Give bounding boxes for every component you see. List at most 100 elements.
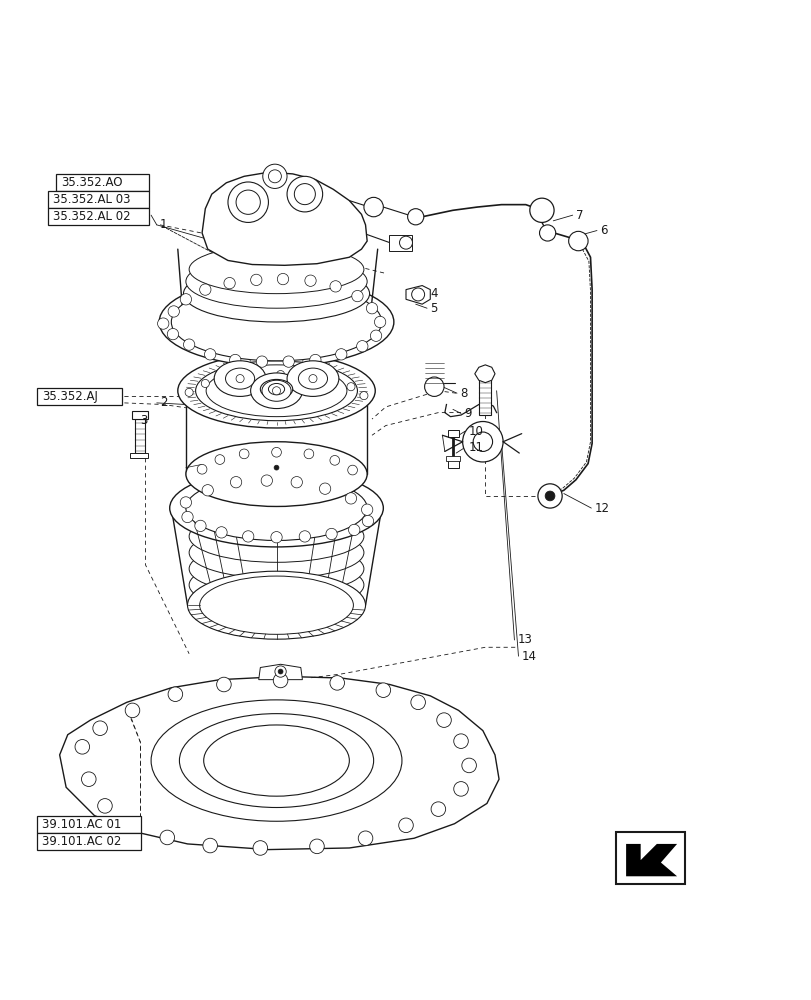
Text: 4: 4: [430, 287, 437, 300]
Circle shape: [197, 464, 207, 474]
Circle shape: [309, 839, 324, 854]
Circle shape: [348, 524, 359, 536]
Circle shape: [347, 465, 357, 475]
Circle shape: [157, 318, 169, 329]
Circle shape: [436, 713, 451, 727]
Circle shape: [473, 432, 492, 451]
Bar: [448, 430, 458, 437]
Ellipse shape: [186, 442, 367, 506]
Circle shape: [277, 371, 285, 379]
Circle shape: [544, 491, 554, 501]
Ellipse shape: [204, 725, 349, 796]
Circle shape: [329, 455, 339, 465]
Circle shape: [180, 497, 191, 508]
Text: 35.352.AL 03: 35.352.AL 03: [53, 193, 131, 206]
Circle shape: [168, 687, 182, 701]
Text: 7: 7: [575, 209, 583, 222]
Text: 35.352.AJ: 35.352.AJ: [42, 390, 97, 403]
Circle shape: [201, 379, 209, 388]
Circle shape: [283, 356, 294, 367]
Circle shape: [167, 328, 178, 340]
Circle shape: [272, 387, 281, 395]
Polygon shape: [202, 172, 367, 265]
Circle shape: [256, 356, 268, 367]
Ellipse shape: [186, 357, 367, 425]
Circle shape: [185, 388, 193, 396]
Polygon shape: [406, 286, 430, 304]
Circle shape: [431, 802, 445, 816]
Circle shape: [239, 449, 249, 459]
Text: 6: 6: [599, 224, 607, 237]
Circle shape: [453, 734, 468, 748]
Circle shape: [363, 197, 383, 217]
Circle shape: [329, 676, 344, 690]
Circle shape: [202, 485, 213, 496]
Circle shape: [362, 515, 373, 527]
Circle shape: [327, 375, 335, 383]
Circle shape: [278, 669, 283, 674]
Ellipse shape: [189, 245, 363, 294]
Circle shape: [236, 375, 244, 383]
Circle shape: [180, 294, 191, 305]
Circle shape: [319, 483, 330, 494]
Circle shape: [294, 184, 315, 205]
Circle shape: [160, 830, 174, 845]
Ellipse shape: [206, 365, 346, 417]
Ellipse shape: [186, 476, 367, 540]
Circle shape: [539, 225, 555, 241]
Circle shape: [290, 477, 302, 488]
Circle shape: [345, 493, 356, 504]
Circle shape: [271, 532, 282, 543]
Circle shape: [263, 164, 287, 188]
Text: 12: 12: [594, 502, 609, 515]
Text: 5: 5: [430, 302, 437, 315]
Circle shape: [168, 306, 179, 317]
Circle shape: [375, 683, 390, 697]
Polygon shape: [59, 676, 499, 850]
Circle shape: [453, 782, 468, 796]
Circle shape: [356, 341, 367, 352]
Ellipse shape: [225, 368, 255, 389]
Ellipse shape: [287, 361, 338, 396]
Circle shape: [273, 673, 287, 688]
Circle shape: [222, 374, 230, 382]
Circle shape: [268, 170, 281, 183]
Text: 8: 8: [460, 387, 467, 400]
Circle shape: [261, 475, 272, 486]
Circle shape: [277, 273, 288, 285]
Text: 39.101.AC 02: 39.101.AC 02: [42, 835, 121, 848]
Text: 10: 10: [468, 425, 483, 438]
Bar: [448, 460, 458, 468]
Circle shape: [228, 182, 268, 222]
Ellipse shape: [195, 361, 357, 421]
Circle shape: [274, 465, 279, 470]
Circle shape: [75, 740, 89, 754]
Ellipse shape: [159, 277, 393, 366]
Ellipse shape: [171, 283, 381, 361]
Polygon shape: [259, 664, 302, 680]
Text: 39.101.AC 01: 39.101.AC 01: [42, 818, 121, 831]
Circle shape: [195, 520, 206, 532]
Bar: [56, 174, 149, 191]
Circle shape: [309, 354, 320, 366]
Circle shape: [361, 504, 372, 515]
Ellipse shape: [183, 265, 369, 322]
Text: 35.352.AL 02: 35.352.AL 02: [53, 210, 131, 223]
Ellipse shape: [298, 368, 327, 389]
Circle shape: [251, 274, 262, 286]
Bar: [616, 832, 684, 884]
Text: 3: 3: [140, 414, 148, 427]
Circle shape: [200, 284, 211, 295]
Bar: [49, 208, 149, 225]
Circle shape: [335, 349, 346, 360]
Circle shape: [217, 677, 231, 692]
Bar: [37, 816, 140, 833]
Ellipse shape: [268, 383, 285, 395]
Polygon shape: [474, 365, 495, 383]
Ellipse shape: [214, 361, 266, 396]
Circle shape: [358, 831, 372, 846]
Text: 13: 13: [517, 633, 532, 646]
Circle shape: [410, 695, 425, 710]
Circle shape: [304, 275, 315, 286]
Ellipse shape: [260, 379, 292, 399]
